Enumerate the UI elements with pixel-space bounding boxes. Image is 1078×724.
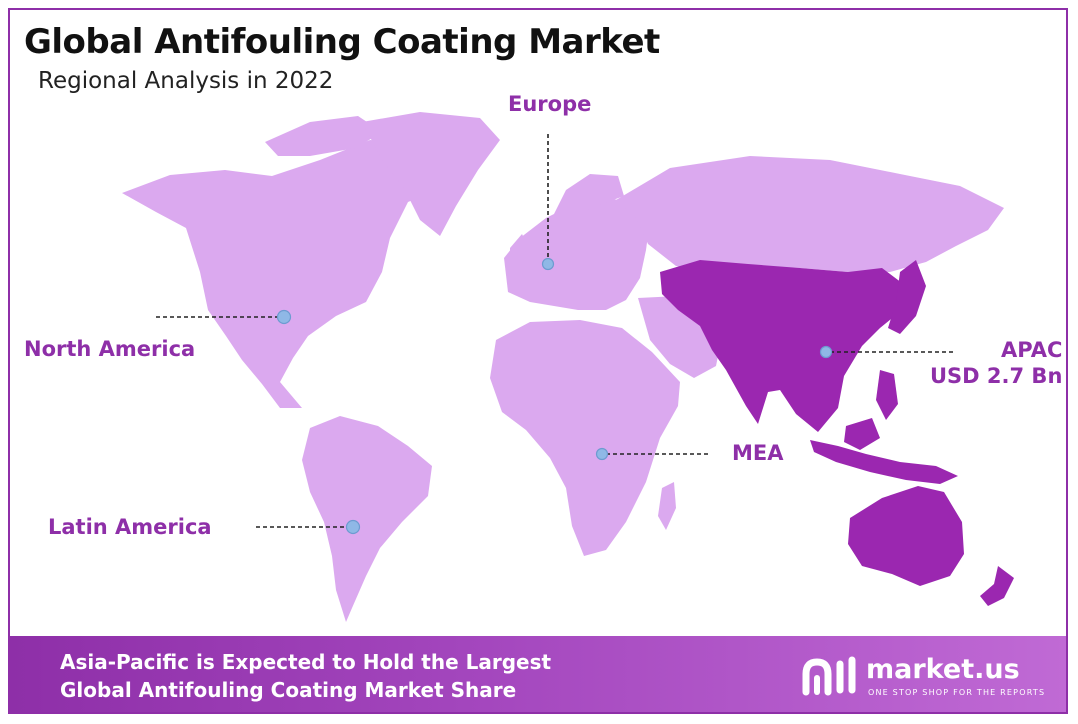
arctic-islands-landmass [265,116,382,156]
scandinavia-landmass [550,174,624,222]
greenland-landmass [362,112,500,236]
footer-message: Asia-Pacific is Expected to Hold the Lar… [60,648,551,704]
page-title: Global Antifouling Coating Market [24,22,660,62]
apac-marker [819,345,833,359]
japan-landmass [888,260,926,334]
base-landmass [122,112,1004,622]
world-map [122,112,1014,622]
africa-landmass [490,320,680,556]
label-latin-america: Latin America [48,515,212,539]
australia-landmass [848,486,964,586]
indonesia-landmass [810,440,958,484]
north-america-marker [276,309,292,325]
europe-landmass [504,196,650,310]
label-apac: APAC USD 2.7 Bn [930,337,1062,389]
region-markers [276,257,833,535]
south-america-landmass [302,416,432,622]
brand-name: market.us [866,654,1020,685]
footer-banner: Asia-Pacific is Expected to Hold the Lar… [10,636,1066,712]
leader-lines [156,134,954,528]
apac-name: APAC [1001,338,1063,362]
madagascar-landmass [658,482,676,530]
footer-line-2: Global Antifouling Coating Market Share [60,678,517,702]
latin-america-marker [345,519,361,535]
apac-value: USD 2.7 Bn [930,364,1063,388]
infographic-frame: Global Antifouling Coating Market Region… [8,8,1068,714]
label-north-america: North America [24,337,196,361]
apac-landmass [660,260,1014,606]
europe-marker [541,257,555,271]
borneo-landmass [844,418,880,450]
british-isles-landmass [510,234,530,272]
mea-marker [595,447,609,461]
brand-tagline: ONE STOP SHOP FOR THE REPORTS [868,688,1046,697]
label-mea: MEA [732,441,784,465]
philippines-landmass [876,370,898,420]
label-europe: Europe [508,92,592,116]
page-subtitle: Regional Analysis in 2022 [38,68,334,94]
new-zealand-landmass [980,566,1014,606]
north-america-landmass [122,140,448,408]
apac-mainland-landmass [660,260,906,432]
footer-line-1: Asia-Pacific is Expected to Hold the Lar… [60,650,552,674]
market-us-logo-icon [802,656,856,696]
brand-block: market.us ONE STOP SHOP FOR THE REPORTS [800,652,1050,702]
russia-landmass [616,156,1004,272]
